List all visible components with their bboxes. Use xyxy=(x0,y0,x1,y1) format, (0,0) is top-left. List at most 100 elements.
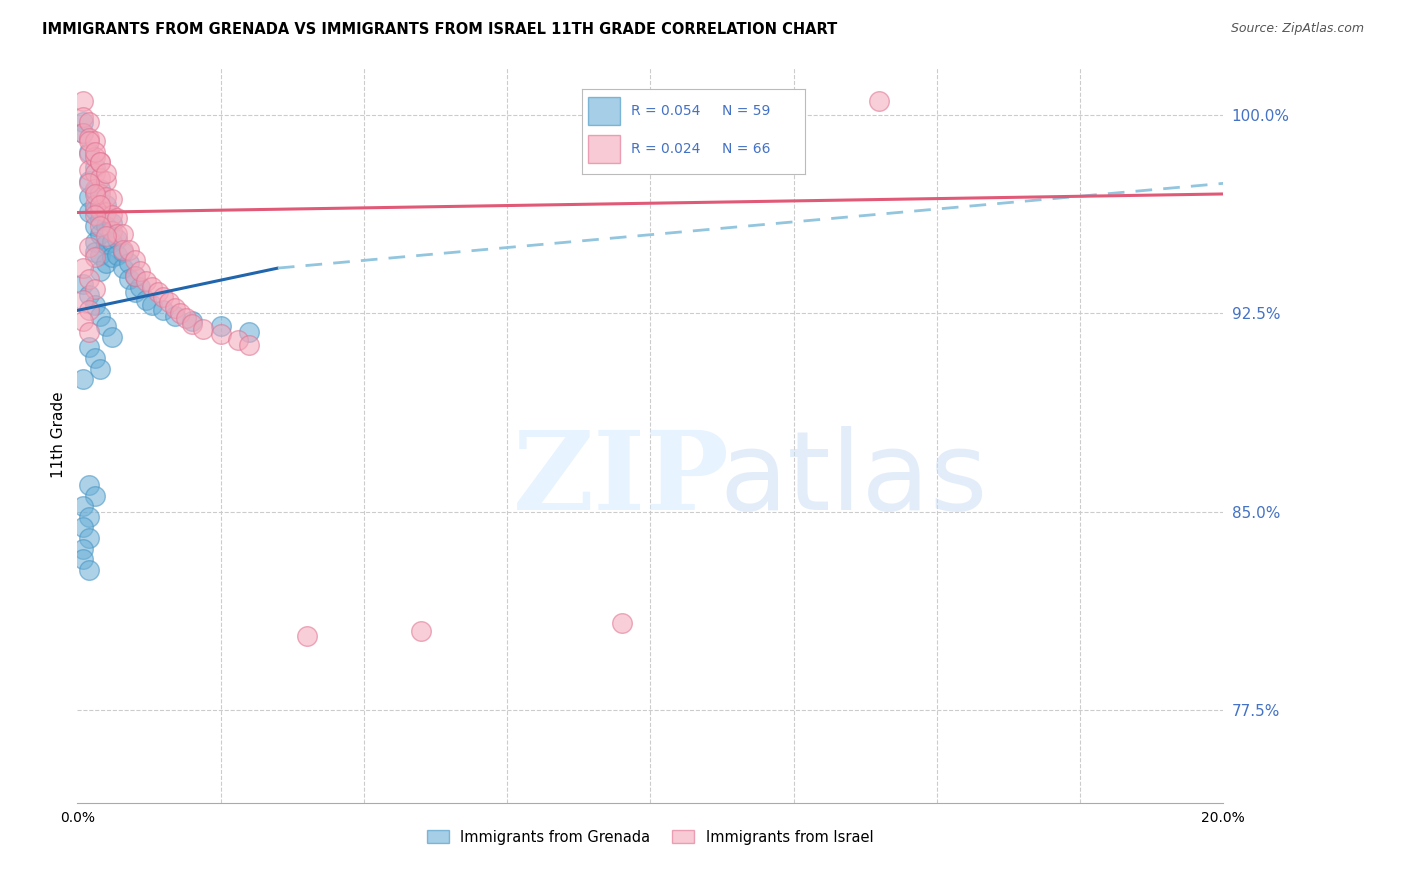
Point xyxy=(83,161,105,175)
Point xyxy=(100,192,122,206)
Point xyxy=(83,219,105,233)
Point xyxy=(77,509,100,524)
Point xyxy=(135,293,157,307)
Point xyxy=(77,287,100,301)
Point xyxy=(94,256,117,270)
Point xyxy=(72,541,94,556)
Point xyxy=(118,243,141,257)
Point xyxy=(77,325,100,339)
Point xyxy=(124,268,146,283)
Point xyxy=(83,134,105,148)
Point xyxy=(77,531,100,545)
Point xyxy=(94,219,117,233)
Point xyxy=(411,624,433,638)
Point xyxy=(94,205,117,219)
Point xyxy=(295,629,318,643)
Point xyxy=(209,319,232,334)
Point xyxy=(72,314,94,328)
Point xyxy=(118,271,141,285)
Point xyxy=(112,245,135,260)
Point xyxy=(77,563,100,577)
Point xyxy=(89,186,111,201)
Point xyxy=(77,163,100,178)
Point xyxy=(83,202,105,217)
Point xyxy=(77,271,100,285)
Point xyxy=(83,351,105,365)
Point xyxy=(174,311,197,326)
Point xyxy=(94,174,117,188)
Point xyxy=(100,208,122,222)
Point xyxy=(77,115,100,129)
Point xyxy=(72,126,94,140)
Point xyxy=(238,338,260,352)
Point xyxy=(83,145,105,159)
Point xyxy=(89,182,111,196)
Text: Source: ZipAtlas.com: Source: ZipAtlas.com xyxy=(1230,22,1364,36)
Point xyxy=(107,227,129,241)
Point xyxy=(112,261,135,276)
Point xyxy=(94,189,117,203)
Point xyxy=(157,295,180,310)
Point xyxy=(83,184,105,198)
Point xyxy=(94,229,117,244)
Point xyxy=(112,227,135,241)
Point xyxy=(124,253,146,268)
Point xyxy=(77,240,100,254)
Point xyxy=(77,341,100,355)
Point xyxy=(163,301,186,315)
Point xyxy=(77,189,100,203)
Point xyxy=(89,171,111,186)
Point xyxy=(83,186,105,201)
Point xyxy=(124,268,146,283)
Point xyxy=(107,211,129,225)
Point xyxy=(193,322,215,336)
Point xyxy=(94,237,117,252)
Point xyxy=(869,95,891,109)
Point xyxy=(77,131,100,145)
Point xyxy=(152,290,174,304)
Point xyxy=(226,333,249,347)
Point xyxy=(77,177,100,191)
Point xyxy=(180,317,204,331)
Point xyxy=(72,110,94,124)
Point xyxy=(72,95,94,109)
Point xyxy=(169,306,191,320)
Legend: Immigrants from Grenada, Immigrants from Israel: Immigrants from Grenada, Immigrants from… xyxy=(420,824,880,851)
Point xyxy=(83,208,105,222)
Point xyxy=(89,197,111,211)
Point xyxy=(77,303,100,318)
Point xyxy=(94,166,117,180)
Point xyxy=(124,285,146,299)
Point xyxy=(83,166,105,180)
Point xyxy=(83,251,105,265)
Point xyxy=(83,489,105,503)
Point xyxy=(89,227,111,241)
Point xyxy=(129,279,152,293)
Point xyxy=(72,372,94,386)
Point xyxy=(129,264,152,278)
Point xyxy=(112,243,135,257)
Point xyxy=(146,285,169,299)
Point xyxy=(100,330,122,344)
Text: atlas: atlas xyxy=(718,425,987,533)
Point xyxy=(94,319,117,334)
Point xyxy=(107,232,129,246)
Point xyxy=(72,261,94,276)
Y-axis label: 11th Grade: 11th Grade xyxy=(51,392,66,478)
Point xyxy=(180,314,204,328)
Point xyxy=(72,126,94,140)
Point xyxy=(100,251,122,265)
Point xyxy=(89,248,111,262)
Point xyxy=(89,155,111,169)
Point xyxy=(83,182,105,196)
Point xyxy=(100,235,122,249)
Point xyxy=(83,245,105,260)
Point xyxy=(83,150,105,164)
Point xyxy=(209,327,232,342)
Point xyxy=(72,277,94,291)
Point xyxy=(89,213,111,227)
Point xyxy=(77,147,100,161)
Point xyxy=(72,500,94,514)
Point xyxy=(72,552,94,566)
Point xyxy=(238,325,260,339)
